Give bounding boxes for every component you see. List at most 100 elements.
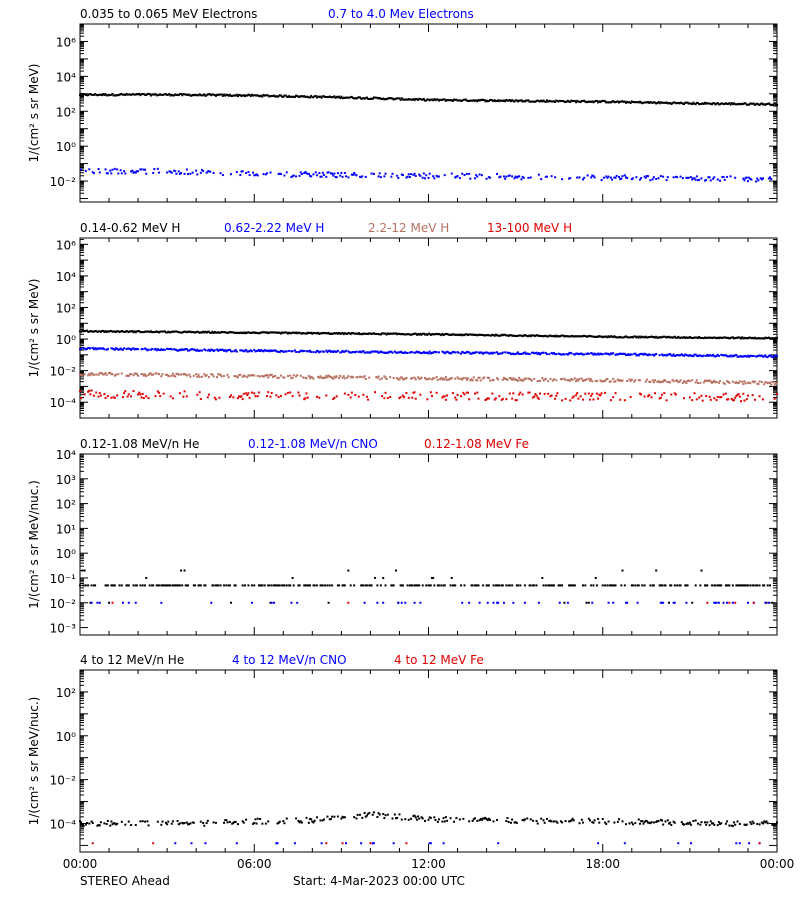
data-point: [134, 601, 137, 604]
data-point: [98, 93, 101, 96]
data-point: [663, 335, 666, 338]
data-point: [110, 172, 113, 175]
data-point: [449, 352, 452, 355]
data-point: [631, 177, 634, 180]
data-point: [177, 331, 180, 334]
data-point: [454, 377, 457, 380]
data-point: [691, 354, 694, 357]
data-point: [615, 174, 618, 177]
data-point: [709, 336, 712, 339]
data-point: [642, 336, 645, 339]
data-point: [523, 100, 526, 103]
data-point: [638, 822, 641, 825]
data-point: [722, 381, 725, 384]
data-point: [378, 378, 381, 381]
data-point: [110, 396, 113, 399]
data-point: [183, 372, 186, 375]
data-point: [534, 393, 537, 396]
data-point: [364, 815, 367, 818]
data-point: [246, 394, 249, 397]
data-point: [224, 331, 227, 334]
data-point: [558, 601, 561, 604]
data-point: [584, 379, 587, 382]
data-point: [202, 94, 205, 97]
data-point: [637, 379, 640, 382]
data-point: [726, 336, 729, 339]
data-point: [204, 584, 207, 587]
data-point: [340, 351, 343, 354]
data-point: [648, 380, 651, 383]
data-point: [571, 396, 574, 399]
data-point: [686, 336, 689, 339]
data-point: [456, 99, 459, 102]
data-point: [475, 333, 478, 336]
data-point: [746, 354, 749, 357]
data-point: [310, 175, 313, 178]
data-point: [570, 377, 573, 380]
data-point: [760, 178, 763, 181]
data-point: [417, 584, 420, 587]
data-point: [247, 392, 250, 395]
data-point: [171, 94, 174, 97]
data-point: [348, 351, 351, 354]
data-point: [731, 354, 734, 357]
data-point: [202, 330, 205, 333]
data-point: [487, 176, 490, 179]
data-point: [706, 102, 709, 105]
data-point: [98, 601, 101, 604]
data-point: [536, 822, 539, 825]
data-point: [604, 335, 607, 338]
data-point: [357, 351, 360, 354]
data-point: [102, 93, 105, 96]
data-point: [563, 353, 566, 356]
data-point: [139, 168, 142, 171]
data-point: [587, 377, 590, 380]
data-point: [570, 352, 573, 355]
data-point: [655, 102, 658, 105]
data-point: [104, 371, 107, 374]
data-point: [507, 334, 510, 337]
data-point: [110, 347, 113, 350]
data-point: [141, 93, 144, 96]
data-point: [111, 584, 114, 587]
data-point: [644, 819, 647, 822]
data-point: [735, 103, 738, 106]
data-point: [719, 179, 722, 182]
data-point: [191, 171, 194, 174]
data-point: [484, 351, 487, 354]
data-point: [261, 349, 264, 352]
data-point: [152, 373, 155, 376]
data-point: [469, 99, 472, 102]
data-point: [282, 584, 285, 587]
data-point: [196, 173, 199, 176]
data-point: [234, 584, 237, 587]
data-point: [80, 92, 83, 95]
data-point: [703, 336, 706, 339]
data-point: [371, 350, 374, 353]
data-point: [119, 347, 122, 350]
data-point: [187, 584, 190, 587]
data-point: [345, 349, 348, 352]
data-point: [620, 352, 623, 355]
data-point: [673, 584, 676, 587]
data-point: [166, 93, 169, 96]
data-point: [614, 353, 617, 356]
data-point: [261, 822, 264, 825]
data-point: [384, 332, 387, 335]
data-point: [487, 817, 490, 820]
data-point: [271, 375, 274, 378]
data-point: [168, 584, 171, 587]
data-point: [388, 333, 391, 336]
data-point: [374, 96, 377, 99]
data-point: [528, 353, 531, 356]
data-point: [426, 333, 429, 336]
data-point: [220, 375, 223, 378]
data-point: [527, 352, 530, 355]
data-point: [132, 347, 135, 350]
data-point: [688, 336, 691, 339]
data-point: [167, 584, 170, 587]
data-point: [759, 354, 762, 357]
data-point: [397, 97, 400, 100]
data-point: [314, 171, 317, 174]
data-point: [403, 333, 406, 336]
